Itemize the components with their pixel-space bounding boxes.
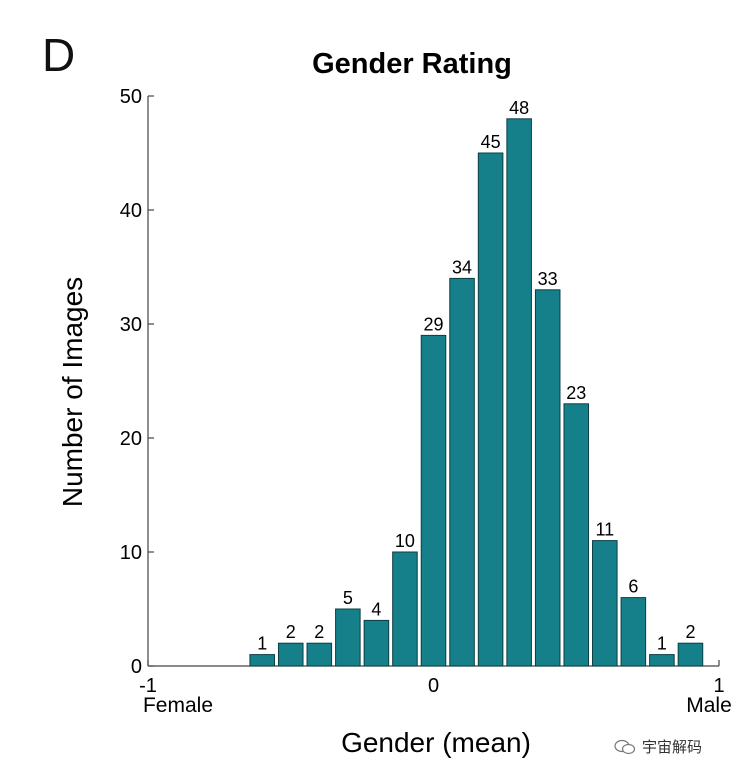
- bar-value-label: 10: [395, 531, 415, 551]
- watermark: 宇宙解码: [614, 736, 702, 757]
- y-tick-label: 0: [131, 656, 142, 678]
- bar-value-label: 2: [685, 622, 695, 642]
- y-tick-label: 40: [120, 200, 142, 222]
- x-tick-label: 0: [428, 675, 439, 697]
- bar-value-label: 5: [343, 588, 353, 608]
- bar-value-label: 1: [657, 634, 667, 654]
- y-tick-label: 20: [120, 428, 142, 450]
- y-axis: 0 10 20 30 40 50: [120, 86, 154, 678]
- bar-value-label: 45: [481, 132, 501, 152]
- bar-value-label: 23: [566, 383, 586, 403]
- bar-value-label: 2: [314, 622, 324, 642]
- histogram-bar: [392, 551, 418, 667]
- histogram-bar: [335, 608, 361, 667]
- y-tick-label: 30: [120, 314, 142, 336]
- bar-value-label: 34: [452, 257, 472, 277]
- x-tick-label: 1: [713, 675, 724, 697]
- histogram-bar: [420, 334, 447, 667]
- watermark-text: 宇宙解码: [642, 739, 703, 756]
- y-tick-label: 50: [120, 86, 142, 108]
- bar-value-label: 33: [538, 269, 558, 289]
- x-tick-label: -1: [139, 675, 157, 697]
- bar-value-label: 11: [595, 520, 614, 540]
- y-tick-label: 10: [120, 542, 142, 564]
- histogram-bar: [620, 597, 647, 667]
- bar-value-label: 4: [371, 599, 381, 619]
- histogram-bar: [449, 277, 475, 667]
- histogram-bar: [477, 152, 504, 667]
- histogram-bar: [249, 654, 275, 667]
- histogram-bar: [677, 642, 704, 667]
- y-axis-label: Number of Images: [57, 277, 88, 507]
- bars-group: [249, 118, 704, 667]
- histogram-bar: [563, 403, 590, 667]
- bar-value-label: 48: [509, 98, 529, 118]
- histogram-bar: [277, 642, 304, 667]
- wechat-icon: [614, 739, 636, 754]
- histogram-bar: [649, 654, 675, 667]
- bar-value-label: 6: [628, 577, 638, 597]
- histogram-bar: [506, 118, 532, 667]
- histogram-bar: [306, 642, 333, 667]
- bar-value-label: 29: [423, 314, 443, 334]
- bar-value-label: 2: [286, 622, 296, 642]
- x-tick-sublabel: Male: [686, 694, 732, 717]
- panel-label: D: [42, 29, 76, 81]
- bar-value-label: 1: [257, 634, 267, 654]
- x-tick-sublabel: Female: [143, 694, 213, 717]
- histogram-bar: [363, 619, 390, 667]
- x-axis-label: Gender (mean): [341, 727, 531, 758]
- histogram-bar: [534, 289, 561, 667]
- chart-title: Gender Rating: [312, 48, 512, 80]
- histogram-bar: [592, 540, 618, 667]
